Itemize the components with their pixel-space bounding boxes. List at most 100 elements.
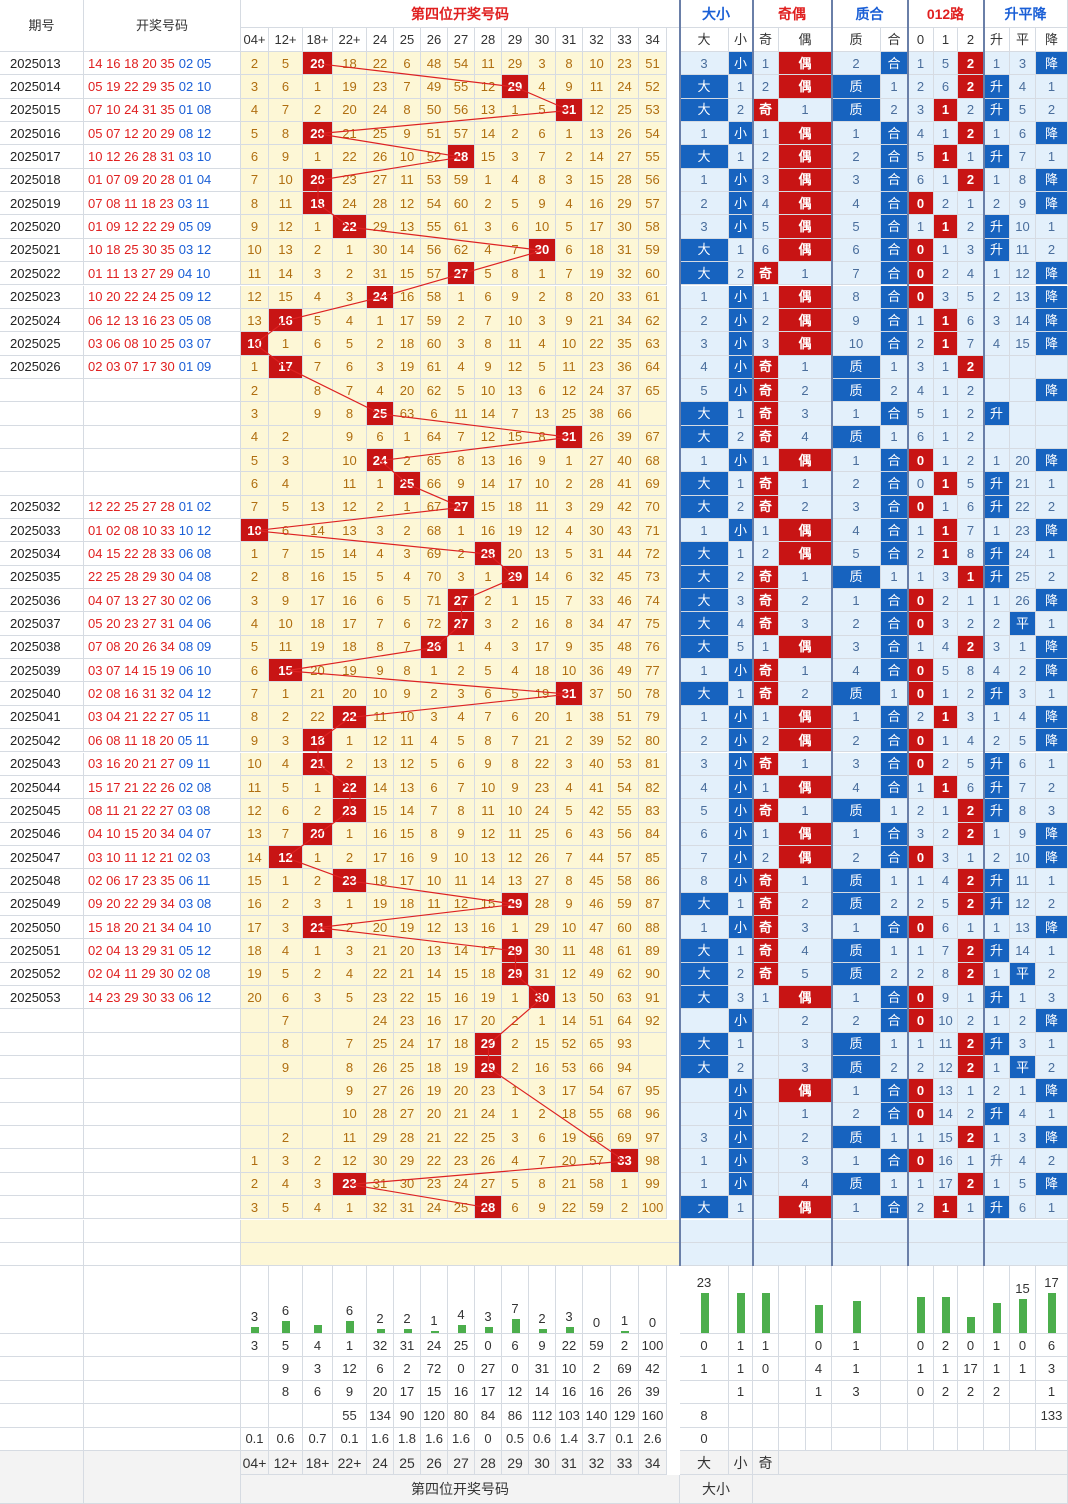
rt-cell: 17 xyxy=(934,1172,958,1197)
period-cell xyxy=(0,1079,84,1103)
oe-cell: 3 xyxy=(779,915,832,940)
fourth-position-cell: 9 xyxy=(529,1196,556,1220)
fourth-position-cell: 11 xyxy=(556,355,583,379)
fourth-position-cell: 7 xyxy=(303,355,333,379)
fourth-position-cell: 30 xyxy=(529,939,556,963)
fourth-position-hit: 20 xyxy=(303,122,333,146)
draw-numbers-cell xyxy=(84,1056,241,1080)
bs-hit: 小 xyxy=(729,752,753,776)
stat-value-cell: 129 xyxy=(611,1404,639,1428)
oe-cell: 6 xyxy=(753,238,779,263)
period-cell xyxy=(0,1126,84,1150)
td-cell: 1 xyxy=(1036,752,1068,776)
fourth-position-cell: 67 xyxy=(421,495,448,519)
fourth-position-cell: 3 xyxy=(502,635,529,660)
rt-hit: 0 xyxy=(908,589,934,613)
td-cell: 1 xyxy=(1036,1102,1068,1127)
td-cell: 3 xyxy=(1010,1032,1036,1057)
fourth-position-cell: 10 xyxy=(475,378,502,403)
fourth-position-cell: 5 xyxy=(241,122,269,146)
td-hit: 降 xyxy=(1036,332,1068,356)
fourth-position-hit: 30 xyxy=(529,986,556,1010)
fourth-position-cell: 4 xyxy=(269,472,303,496)
stat-value-cell xyxy=(984,1427,1010,1451)
fourth-position-cell: 35 xyxy=(583,635,611,660)
fourth-position-cell: 93 xyxy=(611,1032,639,1057)
fourth-position-cell: 12 xyxy=(241,799,269,823)
pc-cell: 2 xyxy=(832,845,881,870)
stat-value-cell xyxy=(881,1380,908,1405)
front-numbers: 10 12 26 28 31 xyxy=(88,149,175,165)
td-cell: 1 xyxy=(984,822,1010,846)
stat-count-label: 0 xyxy=(648,1315,657,1330)
td-hit: 降 xyxy=(1036,659,1068,683)
fourth-position-cell: 57 xyxy=(639,192,667,216)
stat-value-cell xyxy=(1036,1427,1068,1451)
stat-value-cell: 2 xyxy=(394,1357,421,1381)
fourth-position-cell: 61 xyxy=(421,355,448,379)
fourth-position-cell: 9 xyxy=(394,682,421,706)
draw-numbers-cell xyxy=(84,1196,241,1220)
td-cell: 1 xyxy=(1036,215,1068,239)
route-cols-header: 1 xyxy=(934,28,958,52)
stat-value-cell: 3 xyxy=(1036,1357,1068,1381)
fourth-position-cell: 25 xyxy=(448,1196,475,1220)
stat-count-cell: 15 xyxy=(1010,1266,1036,1334)
period-cell: 2025020 xyxy=(0,215,84,239)
td-cell: 3 xyxy=(984,308,1010,333)
td-cell: 6 xyxy=(1010,122,1036,146)
fourth-position-cell: 1 xyxy=(241,1149,269,1173)
fourth-position-cell: 54 xyxy=(448,52,475,76)
fourth-position-cell: 29 xyxy=(367,1126,394,1150)
period-cell xyxy=(0,472,84,496)
pc-cell: 1 xyxy=(881,1126,908,1150)
fourth-position-cell: 63 xyxy=(394,402,421,426)
td-cell: 2 xyxy=(1010,659,1036,683)
fourth-position-cell: 9 xyxy=(333,1079,367,1103)
fourth-position-cell: 11 xyxy=(241,775,269,800)
draw-numbers-cell xyxy=(84,1172,241,1197)
fourth-position-cell: 17 xyxy=(303,589,333,613)
oe-cell: 3 xyxy=(779,1056,832,1080)
fourth-position-cell: 27 xyxy=(394,1102,421,1127)
fourth-position-cell: 85 xyxy=(639,845,667,870)
fourth-position-cell: 29 xyxy=(367,215,394,239)
stat-count-bar xyxy=(700,1293,709,1333)
draw-numbers-cell: 02 03 07 17 30 01 09 xyxy=(84,355,241,379)
oe-cell: 1 xyxy=(753,52,779,76)
fourth-position-cell: 2 xyxy=(303,962,333,986)
bs-cell: 2 xyxy=(680,729,729,753)
td-hit: 升 xyxy=(984,939,1010,963)
stat-value-cell: 90 xyxy=(394,1404,421,1428)
fourth-position-cell: 12 xyxy=(333,495,367,519)
fourth-position-cell: 14 xyxy=(529,565,556,590)
oe-hit: 偶 xyxy=(779,238,832,263)
pc-hit: 合 xyxy=(881,448,908,473)
fourth-position-cell: 3 xyxy=(529,52,556,76)
fourth-position-cell: 69 xyxy=(421,542,448,566)
front-numbers: 10 18 25 30 35 xyxy=(88,242,175,258)
stat-value-cell xyxy=(241,1380,269,1405)
fourth-position-cell xyxy=(303,1126,333,1150)
fourth-position-cell: 18 xyxy=(556,1102,583,1127)
pc-hit: 合 xyxy=(881,472,908,496)
rt-cell: 6 xyxy=(958,775,984,800)
fourth-position-cell: 24 xyxy=(394,1032,421,1057)
fourth-position-hit: 22 xyxy=(333,215,367,239)
td-cell: 1 xyxy=(984,448,1010,473)
empty-cell xyxy=(84,1242,241,1267)
fourth-position-cell: 3 xyxy=(269,915,303,940)
stat-value-cell: 3.7 xyxy=(583,1427,611,1451)
stat-count-cell xyxy=(908,1266,934,1334)
rt-cell: 1 xyxy=(934,729,958,753)
rt-hit: 0 xyxy=(908,915,934,940)
footer-col-label: 小 xyxy=(729,1451,753,1475)
fourth-position-cell: 97 xyxy=(639,1126,667,1150)
stat-value-cell: 1 xyxy=(832,1334,881,1358)
td-cell: 22 xyxy=(1010,495,1036,519)
fourth-position-cell: 60 xyxy=(611,915,639,940)
fourth-position-cell: 6 xyxy=(421,402,448,426)
stat-value-cell xyxy=(303,1404,333,1428)
fourth-position-cell: 1 xyxy=(448,519,475,543)
